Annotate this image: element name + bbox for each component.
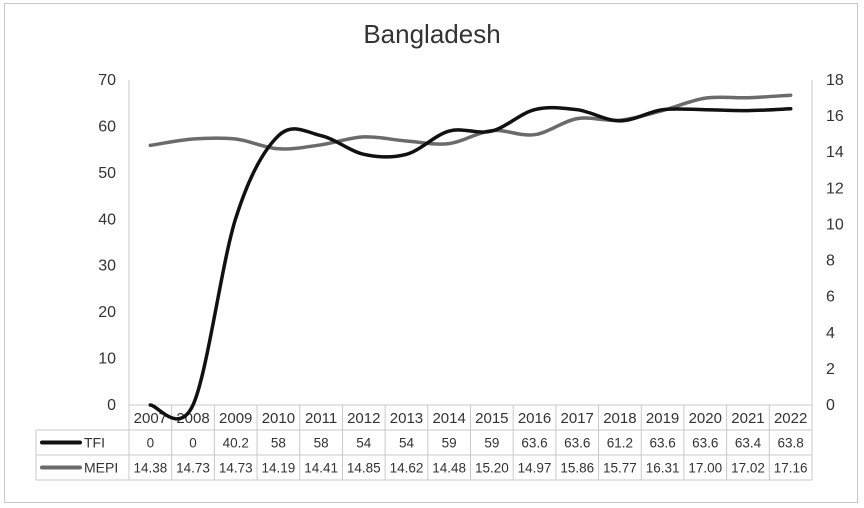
- data-cell-mepi: 15.77: [603, 461, 637, 476]
- category-label: 2016: [518, 410, 551, 427]
- category-label: 2012: [347, 410, 380, 427]
- series-line-tfi: [148, 105, 793, 421]
- data-cell-tfi: 59: [484, 436, 499, 451]
- data-cell-tfi: 58: [271, 436, 286, 451]
- data-cell-mepi: 16.31: [646, 461, 680, 476]
- category-label: 2021: [731, 410, 764, 427]
- data-cell-tfi: 63.6: [564, 436, 590, 451]
- y-left-tick-label: 20: [98, 304, 116, 321]
- y-left-tick-label: 10: [98, 351, 116, 368]
- data-cell-mepi: 14.73: [176, 461, 210, 476]
- data-cell-tfi: 63.4: [735, 436, 762, 451]
- data-cell-mepi: 17.16: [774, 461, 808, 476]
- y-left-tick-label: 50: [98, 165, 116, 182]
- data-cell-tfi: 40.2: [223, 436, 249, 451]
- y-left-tick-label: 30: [98, 258, 116, 275]
- data-cell-mepi: 17.00: [688, 461, 722, 476]
- data-cell-tfi: 63.6: [692, 436, 718, 451]
- y-left-tick-label: 70: [98, 72, 116, 89]
- category-label: 2014: [432, 410, 465, 427]
- y-left-tick-label: 60: [98, 118, 116, 135]
- data-cell-tfi: 63.8: [778, 436, 804, 451]
- series-line-mepi: [148, 93, 793, 151]
- category-label: 2010: [262, 410, 295, 427]
- data-cell-tfi: 0: [147, 436, 155, 451]
- category-label: 2022: [774, 410, 807, 427]
- y-left-tick-label: 40: [98, 211, 116, 228]
- chart-title: Bangladesh: [363, 19, 500, 49]
- category-label: 2013: [390, 410, 423, 427]
- category-label: 2011: [305, 410, 337, 427]
- y-right-tick-label: 2: [826, 361, 835, 378]
- y-right-tick-label: 14: [826, 144, 844, 161]
- category-label: 2015: [475, 410, 508, 427]
- data-cell-tfi: 63.6: [521, 436, 547, 451]
- category-label: 2007: [134, 410, 167, 427]
- data-cell-tfi: 63.6: [649, 436, 675, 451]
- y-right-tick-label: 4: [826, 325, 835, 342]
- data-cell-tfi: 59: [442, 436, 457, 451]
- data-cell-mepi: 14.73: [219, 461, 253, 476]
- data-cell-mepi: 14.62: [390, 461, 424, 476]
- category-label: 2017: [561, 410, 594, 427]
- data-cell-tfi: 0: [189, 436, 197, 451]
- y-right-tick-label: 16: [826, 108, 844, 125]
- data-cell-tfi: 54: [399, 436, 415, 451]
- data-cell-tfi: 61.2: [607, 436, 633, 451]
- data-cell-mepi: 14.85: [347, 461, 381, 476]
- y-right-tick-label: 18: [826, 72, 844, 89]
- category-label: 2018: [603, 410, 636, 427]
- data-cell-tfi: 54: [356, 436, 372, 451]
- data-cell-mepi: 17.02: [731, 461, 765, 476]
- data-cell-mepi: 15.20: [475, 461, 509, 476]
- data-cell-mepi: 14.41: [304, 461, 338, 476]
- y-right-tick-label: 10: [826, 216, 844, 233]
- category-label: 2020: [689, 410, 722, 427]
- y-right-tick-label: 6: [826, 289, 835, 306]
- data-cell-tfi: 58: [314, 436, 329, 451]
- data-cell-mepi: 14.97: [518, 461, 552, 476]
- y-right-tick-label: 8: [826, 253, 835, 270]
- category-label: 2019: [646, 410, 679, 427]
- category-label: 2009: [219, 410, 252, 427]
- y-right-tick-label: 12: [826, 180, 844, 197]
- legend-label-tfi: TFI: [84, 435, 105, 451]
- y-left-tick-label: 0: [107, 397, 116, 414]
- data-cell-mepi: 14.19: [262, 461, 296, 476]
- y-right-tick-label: 0: [826, 397, 835, 414]
- data-cell-mepi: 14.48: [432, 461, 466, 476]
- chart-frame: [4, 3, 858, 503]
- data-cell-mepi: 15.86: [560, 461, 594, 476]
- legend-label-mepi: MEPI: [84, 460, 118, 476]
- data-cell-mepi: 14.38: [133, 461, 167, 476]
